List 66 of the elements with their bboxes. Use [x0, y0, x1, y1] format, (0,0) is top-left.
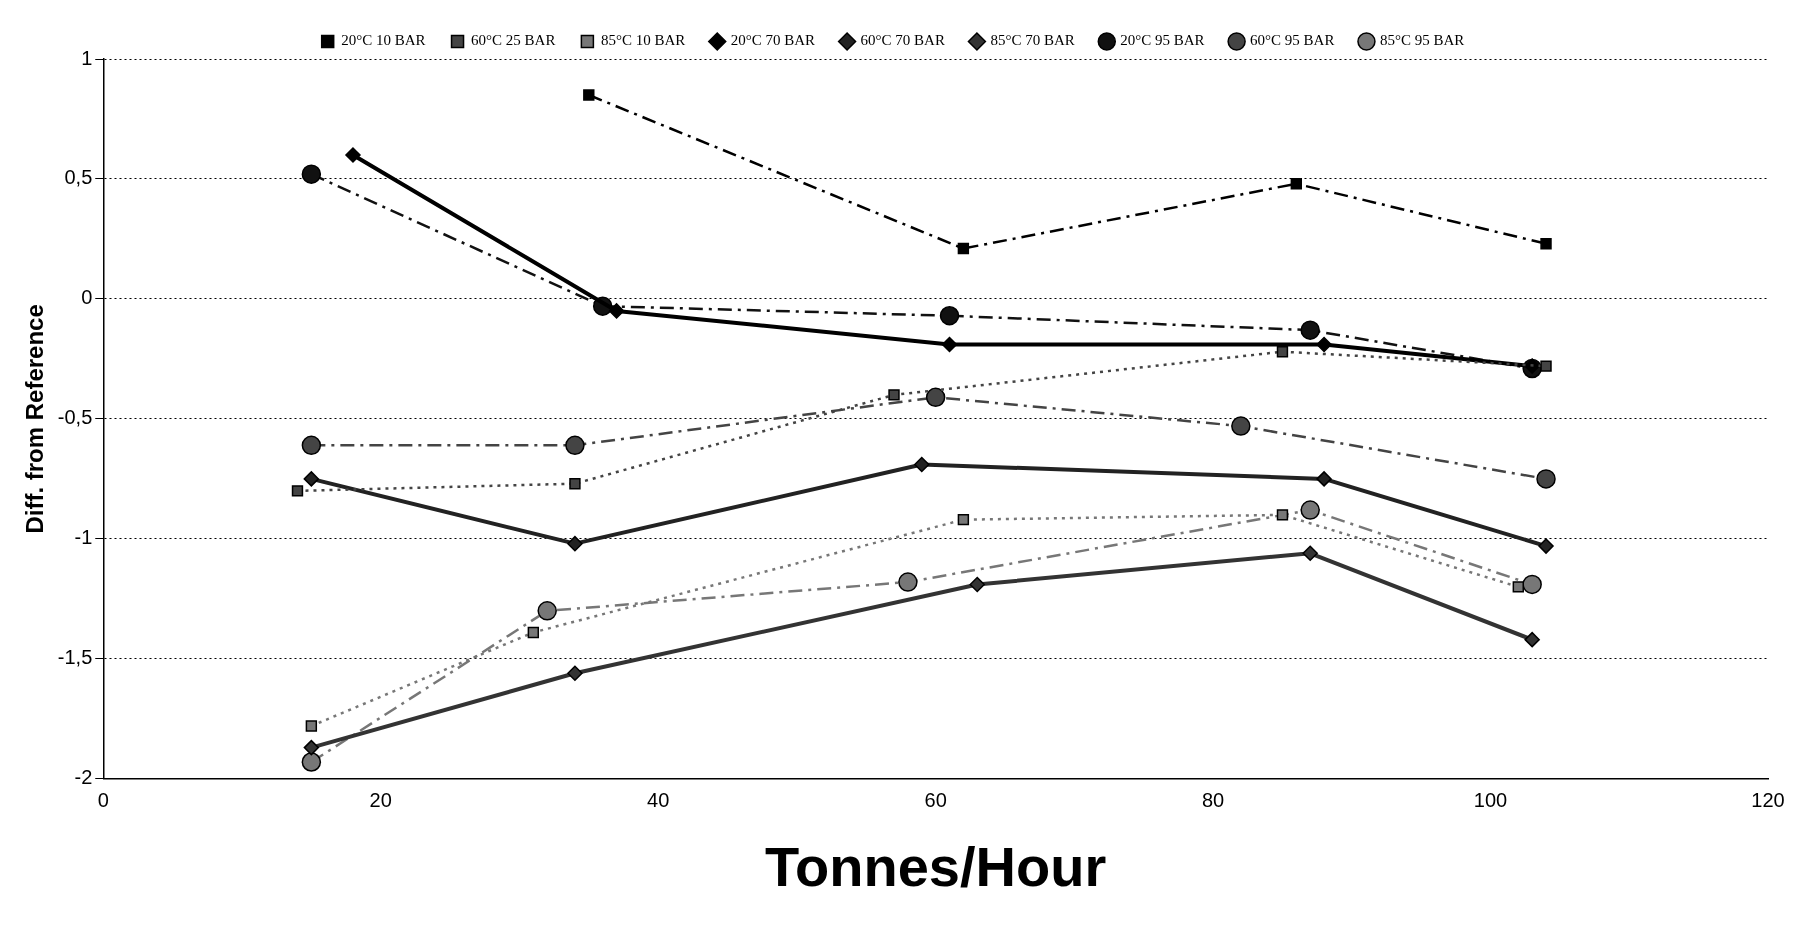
point — [608, 303, 625, 319]
x-tick-label: 100 — [1473, 789, 1508, 812]
point — [925, 387, 946, 408]
legend-label: 20°C 10 BAR — [341, 32, 426, 49]
y-tick-label: -1,5 — [57, 646, 93, 669]
point — [1540, 360, 1552, 372]
legend-label: 20°C 95 BAR — [1120, 32, 1205, 49]
point — [957, 513, 970, 526]
point — [1512, 581, 1524, 593]
y-axis-title: Diff. from Reference — [21, 304, 49, 534]
point — [941, 336, 958, 353]
x-tick-label: 120 — [1751, 789, 1785, 812]
point — [567, 665, 583, 681]
point — [1276, 509, 1289, 521]
point — [969, 576, 985, 593]
point — [1276, 346, 1289, 358]
y-tick-label: 0,5 — [64, 166, 93, 189]
point — [1316, 336, 1332, 353]
x-tick-label: 60 — [924, 789, 947, 812]
x-tick-label: 80 — [1201, 789, 1225, 812]
point — [898, 572, 918, 592]
point — [1524, 631, 1540, 648]
point — [537, 601, 557, 621]
point — [1231, 416, 1251, 436]
point — [301, 164, 322, 184]
point — [291, 485, 304, 497]
point — [888, 389, 900, 401]
legend-label: 60°C 95 BAR — [1250, 32, 1335, 49]
x-axis-title: Tonnes/Hour — [765, 834, 1107, 898]
y-tick-label: 0 — [81, 286, 93, 309]
legend-label: 85°C 70 BAR — [990, 32, 1075, 49]
point — [1290, 178, 1303, 190]
y-tick-label: -2 — [74, 766, 93, 789]
point — [301, 435, 322, 456]
point — [345, 147, 361, 163]
point — [1522, 574, 1542, 595]
point — [583, 89, 595, 101]
legend-label: 60°C 70 BAR — [860, 32, 945, 49]
x-tick-label: 40 — [647, 789, 670, 812]
point — [1302, 545, 1318, 562]
legend-label: 85°C 10 BAR — [600, 32, 686, 49]
point — [1300, 500, 1320, 520]
point — [957, 242, 970, 255]
legend-label: 20°C 70 BAR — [730, 32, 816, 49]
y-tick-label: -1 — [74, 526, 93, 549]
point — [567, 535, 583, 552]
point — [1300, 320, 1320, 340]
point — [303, 739, 320, 756]
point — [1540, 238, 1552, 250]
y-tick-label: -0,5 — [57, 406, 93, 429]
point — [569, 477, 581, 490]
legend-label: 60°C 25 BAR — [471, 32, 556, 49]
point — [301, 752, 322, 772]
y-tick-label: 1 — [81, 46, 93, 69]
point — [303, 471, 320, 487]
legend-label: 85°C 95 BAR — [1379, 32, 1465, 49]
point — [939, 305, 960, 326]
point — [914, 456, 930, 473]
point — [565, 435, 585, 456]
x-tick-label: 0 — [97, 789, 109, 812]
x-tick-label: 20 — [369, 789, 392, 812]
point — [527, 626, 540, 639]
point — [1538, 538, 1554, 554]
point — [305, 720, 318, 732]
point — [1316, 471, 1332, 487]
point — [1536, 469, 1556, 489]
